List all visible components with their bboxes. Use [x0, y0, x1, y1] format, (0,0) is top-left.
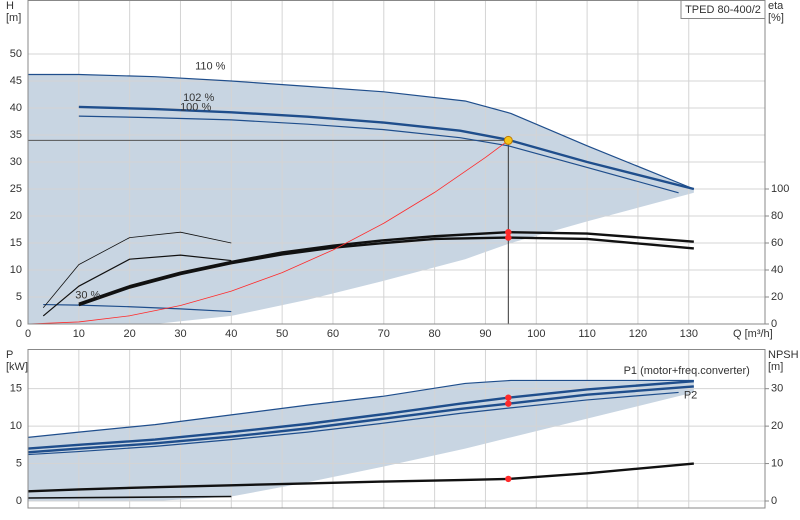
y-tick-label: 40: [10, 102, 22, 114]
envelope-area: [28, 74, 694, 325]
y-tick-label: 10: [10, 264, 22, 276]
y-tick-label: 25: [10, 183, 22, 195]
y2-tick-label: 60: [771, 237, 783, 249]
x-tick-label: 70: [378, 328, 390, 340]
curve: [27, 385, 694, 454]
y2-axis-label: NPSH: [768, 349, 799, 361]
y-axis-unit: [m]: [6, 12, 21, 24]
y2-tick-label: 100: [771, 183, 789, 195]
curve: [78, 231, 694, 305]
curve-label: P2: [684, 389, 697, 401]
title-box: [680, 0, 766, 19]
y-tick-label: 35: [10, 129, 22, 141]
x-tick-label: 30: [174, 328, 186, 340]
y-tick-label: 0: [16, 495, 22, 507]
plot-frame: [27, 0, 766, 325]
x-tick-label: 60: [327, 328, 339, 340]
operating-point: [505, 229, 512, 236]
x-tick-label: 10: [73, 328, 85, 340]
y-tick-label: 50: [10, 48, 22, 60]
y2-tick-label: 20: [771, 420, 783, 432]
y-tick-label: 5: [16, 457, 22, 469]
operating-point: [505, 400, 512, 407]
y-axis-label: P: [6, 349, 13, 361]
curve: [27, 380, 694, 450]
curve-label: P1 (motor+freq.converter): [624, 365, 750, 377]
y2-tick-label: 20: [771, 291, 783, 303]
curve: [42, 231, 232, 309]
y-tick-label: 15: [10, 237, 22, 249]
x-tick-label: 0: [25, 328, 31, 340]
curve: [42, 254, 232, 317]
curve: [78, 115, 679, 194]
curve-label: 102 %: [183, 92, 214, 104]
operating-point: [505, 475, 512, 483]
x-axis-label: Q [m³/h]: [733, 328, 773, 340]
y-tick-label: 0: [16, 318, 22, 330]
x-tick-label: 50: [276, 328, 288, 340]
y-tick-label: 30: [10, 156, 22, 168]
y2-tick-label: 10: [771, 457, 783, 469]
curve-label: 100 %: [180, 102, 211, 114]
curve: [27, 379, 694, 438]
y-axis-label: H: [6, 0, 14, 12]
curve: [78, 236, 694, 307]
curve-label: 30 %: [75, 289, 100, 301]
y-tick-label: 45: [10, 75, 22, 87]
y2-axis-unit: [%]: [768, 12, 784, 24]
x-tick-label: 110: [578, 328, 596, 340]
y-tick-label: 15: [10, 383, 22, 395]
y-tick-label: 10: [10, 420, 22, 432]
y2-axis-unit: [m]: [768, 361, 783, 373]
y-tick-label: 5: [16, 291, 22, 303]
y2-tick-label: 0: [771, 318, 777, 330]
curve: [27, 140, 509, 325]
y-axis-unit: [kW]: [6, 361, 28, 373]
y2-axis-label: eta: [768, 0, 784, 12]
curve: [43, 303, 232, 313]
curve: [28, 73, 695, 190]
envelope-area: [28, 380, 694, 501]
duty-point: [503, 135, 513, 145]
x-tick-label: 80: [428, 328, 440, 340]
y2-tick-label: 0: [771, 495, 777, 507]
x-tick-label: 100: [527, 328, 545, 340]
curve: [27, 462, 694, 493]
y2-tick-label: 80: [771, 210, 783, 222]
curve: [78, 105, 695, 191]
curve: [27, 391, 679, 456]
x-tick-label: 20: [124, 328, 136, 340]
curve-label: 110 %: [195, 61, 226, 73]
x-tick-label: 130: [680, 328, 698, 340]
plot-layers: 0 10 20 30 40 50 60 70 80 90 100 110 120 130051015202…: [10, 0, 789, 509]
curve: [27, 495, 232, 499]
x-tick-label: 40: [225, 328, 237, 340]
plot-frame: [27, 349, 766, 509]
operating-point: [505, 234, 512, 241]
x-tick-label: 120: [629, 328, 647, 340]
operating-point: [505, 394, 512, 401]
y2-tick-label: 40: [771, 264, 783, 276]
y-tick-label: 20: [10, 210, 22, 222]
chart-title: TPED 80-400/2: [685, 4, 761, 16]
y2-tick-label: 30: [771, 383, 783, 395]
x-tick-label: 90: [479, 328, 491, 340]
